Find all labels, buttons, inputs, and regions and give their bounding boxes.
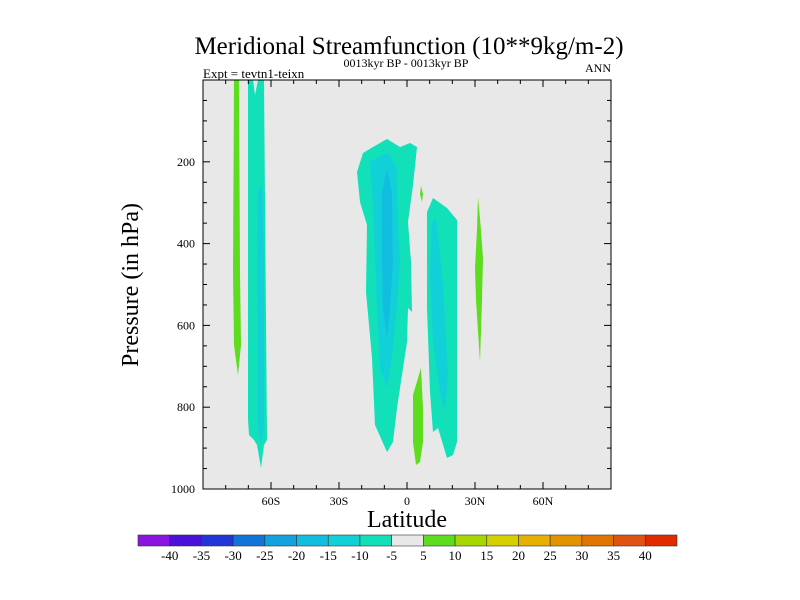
colorbar-swatch [137, 534, 171, 547]
contour-pos-75S [233, 80, 241, 375]
colorbar-label: -35 [193, 548, 210, 563]
colorbar-label: 20 [512, 548, 525, 563]
contour-15N-inner [430, 218, 448, 412]
chart-title: Meridional Streamfunction (10**9kg/m-2) [194, 33, 623, 60]
colorbar-swatch [264, 534, 297, 547]
colorbar-label: -5 [386, 548, 397, 563]
colorbar-label: 5 [420, 548, 427, 563]
colorbar-swatch [613, 534, 646, 547]
right-label: ANN [585, 61, 611, 75]
colorbar-swatch [201, 534, 234, 547]
contour-10S-inner [382, 168, 393, 338]
colorbar-label: -10 [351, 548, 368, 563]
x-tick-labels: 60S 30S 0 30N 60N [262, 494, 554, 508]
colorbar-swatch [454, 534, 488, 547]
colorbar-swatch [518, 534, 551, 547]
colorbar-swatch [391, 534, 424, 547]
colorbar-label: -25 [256, 548, 273, 563]
x-tick-label: 60N [533, 494, 554, 508]
colorbar-swatch [644, 534, 678, 547]
contour-pos-30N [475, 197, 483, 362]
x-tick-label: 60S [262, 494, 281, 508]
y-tick-label: 200 [177, 155, 195, 169]
colorbar-swatch [296, 534, 329, 547]
colorbar-labels: -40 -35 -30 -25 -20 -15 -10 -5 5 10 15 20 25 30 35 40 [161, 548, 652, 563]
contour-pos-5N [413, 368, 423, 465]
colorbar-label: 15 [480, 548, 493, 563]
y-tick-label: 1000 [171, 482, 195, 496]
contours [233, 80, 483, 468]
axis-ticks [203, 80, 611, 489]
contour-pos-eq-small [420, 186, 423, 202]
colorbar-swatch [581, 534, 614, 547]
y-tick-label: 600 [177, 318, 195, 332]
colorbar-swatch [486, 534, 519, 547]
x-axis-label: Latitude [367, 507, 447, 533]
x-tick-label: 0 [404, 494, 410, 508]
colorbar-label: 35 [607, 548, 620, 563]
plot-frame [202, 79, 612, 490]
colorbar-label: 40 [639, 548, 652, 563]
colorbar-label: -30 [224, 548, 241, 563]
colorbar-swatch [169, 534, 202, 547]
y-tick-labels: 200 400 600 800 1000 [171, 155, 195, 496]
colorbar-label: 10 [449, 548, 462, 563]
y-tick-label: 800 [177, 400, 195, 414]
y-tick-label: 400 [177, 237, 195, 251]
colorbar-label: -20 [288, 548, 305, 563]
colorbar-swatch [327, 534, 361, 547]
colorbar-label: -40 [161, 548, 178, 563]
chart-subtitle: 0013kyr BP - 0013kyr BP [344, 56, 469, 70]
y-axis-label: Pressure (in hPa) [118, 203, 144, 367]
colorbar-swatch [423, 534, 456, 547]
contour-62S-inner [257, 185, 264, 445]
colorbar-swatch [359, 534, 392, 547]
x-tick-label: 30N [465, 494, 486, 508]
colorbar-swatch [549, 534, 583, 547]
colorbar [137, 534, 678, 547]
colorbar-label: 25 [544, 548, 557, 563]
left-label: Expt = tevtn1-teixn [203, 66, 305, 81]
colorbar-label: -15 [320, 548, 337, 563]
colorbar-swatch [232, 534, 266, 547]
x-tick-label: 30S [330, 494, 349, 508]
colorbar-label: 30 [575, 548, 588, 563]
